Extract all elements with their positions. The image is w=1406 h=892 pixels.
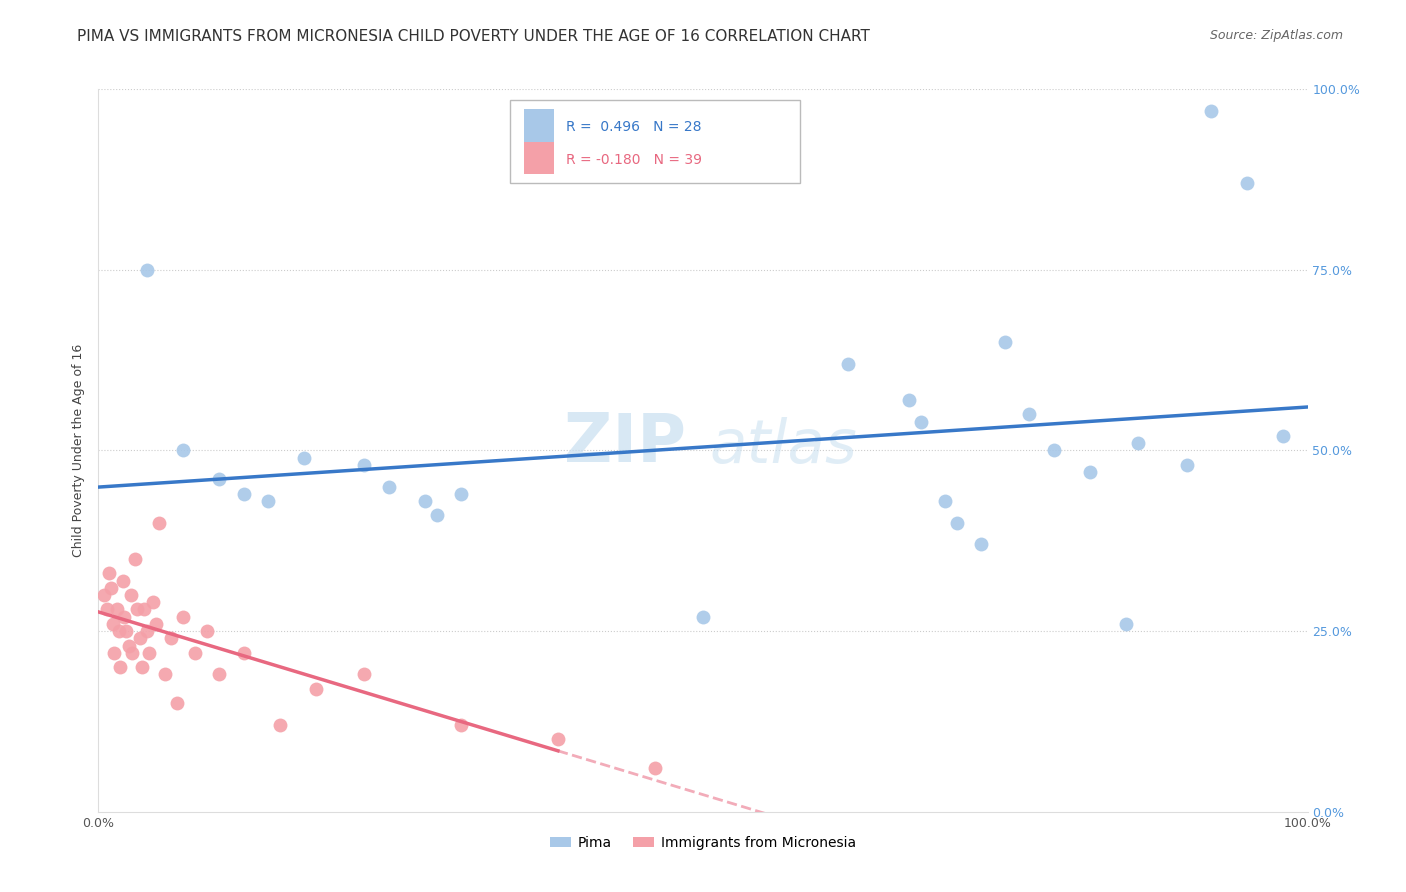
- Point: [305, 681, 328, 696]
- Point: [644, 761, 666, 775]
- Point: [115, 624, 138, 639]
- Point: [837, 357, 859, 371]
- Text: R = -0.180   N = 39: R = -0.180 N = 39: [567, 153, 703, 167]
- Point: [138, 646, 160, 660]
- Point: [1272, 429, 1295, 443]
- Point: [934, 494, 956, 508]
- Point: [353, 667, 375, 681]
- Y-axis label: Child Poverty Under the Age of 16: Child Poverty Under the Age of 16: [72, 343, 86, 558]
- Point: [910, 415, 932, 429]
- Point: [121, 646, 143, 660]
- Point: [112, 609, 135, 624]
- Point: [124, 551, 146, 566]
- Point: [1175, 458, 1198, 472]
- Point: [970, 537, 993, 551]
- Point: [166, 696, 188, 710]
- Text: Source: ZipAtlas.com: Source: ZipAtlas.com: [1209, 29, 1343, 42]
- Point: [131, 660, 153, 674]
- Point: [108, 660, 131, 674]
- Point: [1236, 176, 1258, 190]
- Point: [98, 566, 121, 581]
- Point: [148, 516, 170, 530]
- Point: [142, 595, 165, 609]
- Point: [994, 334, 1017, 349]
- Point: [160, 632, 183, 646]
- Text: atlas: atlas: [709, 417, 856, 476]
- Point: [120, 588, 142, 602]
- Point: [135, 262, 157, 277]
- Point: [450, 718, 472, 732]
- Point: [1042, 443, 1064, 458]
- Point: [108, 624, 131, 639]
- Text: ZIP: ZIP: [564, 410, 686, 476]
- Point: [413, 494, 436, 508]
- Point: [127, 602, 149, 616]
- Point: [1128, 436, 1150, 450]
- Legend: Pima, Immigrants from Micronesia: Pima, Immigrants from Micronesia: [544, 830, 862, 855]
- Point: [1199, 103, 1222, 118]
- Point: [1115, 616, 1137, 631]
- Point: [353, 458, 375, 472]
- Point: [256, 494, 278, 508]
- Point: [547, 732, 569, 747]
- Point: [172, 609, 194, 624]
- Point: [93, 588, 115, 602]
- Point: [292, 450, 315, 465]
- FancyBboxPatch shape: [524, 110, 554, 142]
- Point: [145, 616, 167, 631]
- Point: [208, 667, 231, 681]
- Point: [100, 581, 122, 595]
- Point: [208, 472, 231, 486]
- Point: [897, 392, 920, 407]
- Point: [103, 646, 125, 660]
- Point: [426, 508, 449, 523]
- Point: [195, 624, 218, 639]
- Point: [450, 487, 472, 501]
- Point: [1018, 407, 1040, 421]
- Point: [232, 646, 254, 660]
- Point: [232, 487, 254, 501]
- Text: R =  0.496   N = 28: R = 0.496 N = 28: [567, 120, 702, 135]
- Point: [946, 516, 969, 530]
- Point: [153, 667, 176, 681]
- Point: [692, 609, 714, 624]
- Point: [111, 574, 134, 588]
- Point: [96, 602, 118, 616]
- Point: [101, 616, 124, 631]
- Point: [128, 632, 150, 646]
- Text: PIMA VS IMMIGRANTS FROM MICRONESIA CHILD POVERTY UNDER THE AGE OF 16 CORRELATION: PIMA VS IMMIGRANTS FROM MICRONESIA CHILD…: [77, 29, 870, 44]
- Point: [1078, 465, 1101, 479]
- Point: [172, 443, 194, 458]
- Point: [118, 639, 141, 653]
- FancyBboxPatch shape: [509, 100, 800, 183]
- FancyBboxPatch shape: [524, 142, 554, 175]
- Point: [184, 646, 207, 660]
- Point: [269, 718, 291, 732]
- Point: [135, 624, 157, 639]
- Point: [377, 480, 399, 494]
- Point: [134, 602, 156, 616]
- Point: [105, 602, 128, 616]
